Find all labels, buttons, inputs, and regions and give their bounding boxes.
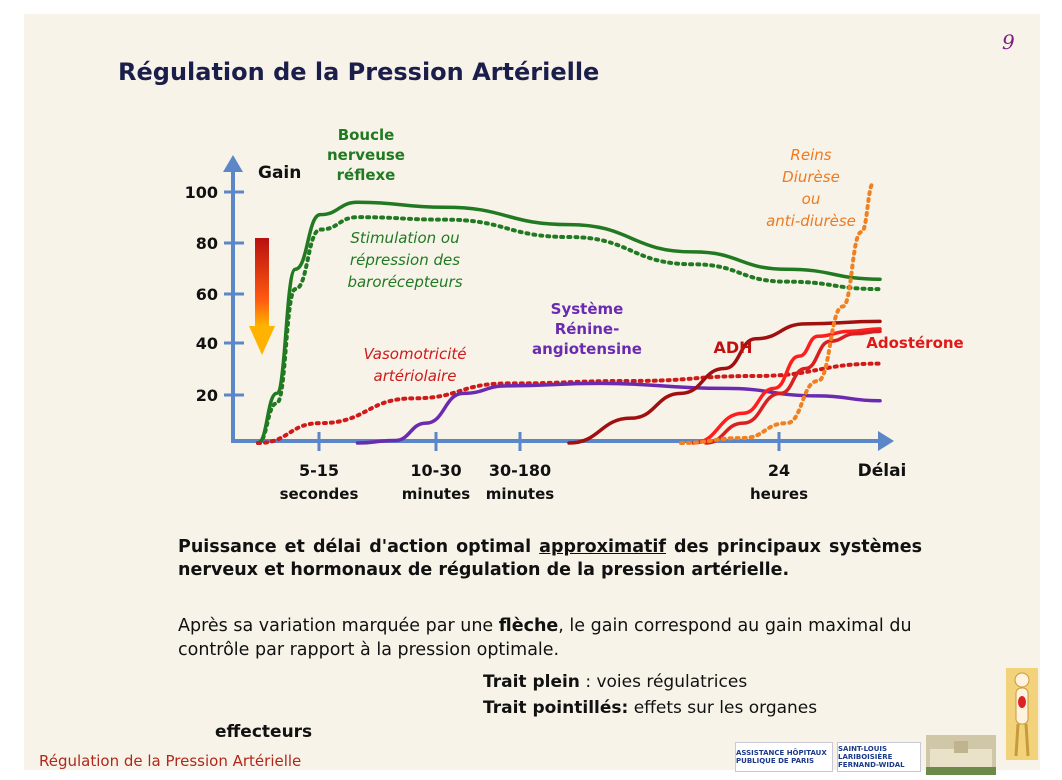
legend-solid-label: Trait plein xyxy=(483,672,580,692)
legend-dotted-text: effets sur les organes xyxy=(628,698,818,718)
annotation-renine: Rénine- xyxy=(555,320,620,338)
series-line-stimulation-ou-repression-des-barorecepteurs xyxy=(256,215,882,445)
series-line-adh xyxy=(567,319,882,445)
annotation-stim: barorécepteurs xyxy=(347,273,462,291)
note-bold: flèche xyxy=(498,616,559,636)
slide-background xyxy=(24,14,1040,770)
annotation-reins: ou xyxy=(802,190,821,208)
legend-dotted-end: effecteurs xyxy=(215,722,312,742)
aphp-logo: ASSISTANCE HÔPITAUX PUBLIQUE DE PARIS xyxy=(735,742,833,772)
series-line-adosterone xyxy=(691,327,882,445)
annotation-stim: Stimulation ou xyxy=(350,229,459,247)
y-tick-label: 20 xyxy=(196,386,218,405)
y-tick-label: 100 xyxy=(185,183,218,202)
y-tick-label: 80 xyxy=(196,234,218,253)
annotation-renine: angiotensine xyxy=(532,340,642,358)
y-axis-arrowhead xyxy=(223,155,243,172)
series-line-vasomotricite-arteriolaire xyxy=(256,361,882,445)
annotation-adh: ADH xyxy=(713,338,752,357)
hospital-group-logo: SAINT-LOUIS LARIBOISIÈRE FERNAND-WIDAL xyxy=(837,742,921,772)
y-tick-label: 40 xyxy=(196,334,218,353)
annotation-vaso: artériolaire xyxy=(374,367,457,385)
anatomy-figure-image xyxy=(1006,668,1038,760)
x-tick-sublabel: secondes xyxy=(280,485,359,503)
caption-text-after: des principaux systèmes nerveux et hormo… xyxy=(178,537,922,580)
annotation-vaso: Vasomotricité xyxy=(363,345,466,363)
series-line-adosterone2 xyxy=(704,329,882,445)
x-axis-arrowhead xyxy=(878,431,894,451)
caption-underlined: approximatif xyxy=(539,537,666,557)
annotation-boucle: nerveuse xyxy=(327,146,405,164)
annotation-reins: Reins xyxy=(790,146,831,164)
footer-title: Régulation de la Pression Artérielle xyxy=(39,752,302,770)
legend-dotted-end-text: effecteurs xyxy=(215,722,313,742)
annotation-adost: Adostérone xyxy=(866,334,963,352)
x-axis-label: Délai xyxy=(858,461,907,481)
annotation-boucle: Boucle xyxy=(338,126,395,144)
x-tick-label: 5-15 xyxy=(299,461,339,480)
hospital-group-logo-text: SAINT-LOUIS LARIBOISIÈRE FERNAND-WIDAL xyxy=(838,745,905,769)
caption-text-before: Puissance et délai d'action optimal xyxy=(178,537,540,557)
x-tick-label: 24 xyxy=(768,461,790,480)
y-axis-label: Gain xyxy=(258,163,301,183)
x-tick-label: 30-180 xyxy=(489,461,551,480)
aphp-logo-text: ASSISTANCE HÔPITAUX PUBLIQUE DE PARIS xyxy=(736,749,827,765)
note-part2: , le gain correspond au gain maximal du … xyxy=(178,616,912,660)
x-tick-sublabel: minutes xyxy=(402,485,470,503)
variation-arrow xyxy=(249,238,275,355)
series-line-reins-diurese-ou-anti-diurese xyxy=(678,180,876,445)
x-tick-label: 10-30 xyxy=(410,461,461,480)
annotation-reins: Diurèse xyxy=(782,168,840,186)
series-line-systeme-renine-angiotensine xyxy=(355,381,882,445)
legend-dotted-label: Trait pointillés: xyxy=(483,698,629,718)
legend-solid: Trait plein : voies régulatrices xyxy=(483,672,747,692)
y-tick-label: 60 xyxy=(196,285,218,304)
x-tick-sublabel: heures xyxy=(750,485,808,503)
x-tick-sublabel: minutes xyxy=(486,485,554,503)
legend-solid-text: : voies régulatrices xyxy=(579,672,748,692)
chart-caption: Puissance et délai d'action optimal appr… xyxy=(178,536,922,582)
annotation-stim: répression des xyxy=(350,251,460,269)
page-number: 9 xyxy=(1002,30,1015,54)
note-part1: Après sa variation marquée par une xyxy=(178,616,499,636)
hospital-building-image xyxy=(926,735,996,775)
slide-title: Régulation de la Pression Artérielle xyxy=(118,58,600,86)
annotation-boucle: réflexe xyxy=(337,166,396,184)
annotation-renine: Système xyxy=(551,300,624,318)
legend-dotted: Trait pointillés: effets sur les organes xyxy=(483,698,817,718)
gain-note: Après sa variation marquée par une flèch… xyxy=(178,614,922,662)
annotation-reins: anti-diurèse xyxy=(766,212,856,230)
